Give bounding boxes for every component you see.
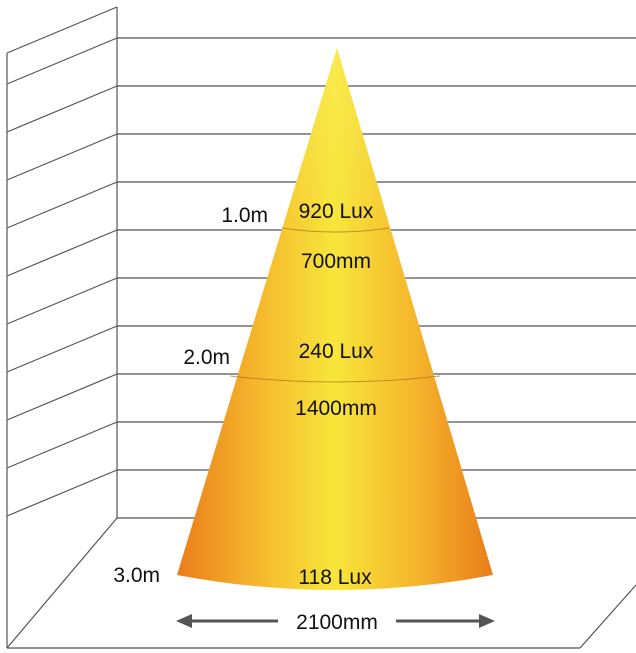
side-wall-gridline xyxy=(6,37,118,85)
side-wall-gridline xyxy=(6,181,118,229)
cone-level-1-arc xyxy=(281,227,390,233)
diameter-label-2m: 1400mm xyxy=(295,397,377,420)
ceiling-edge xyxy=(6,6,118,54)
side-wall-gridline xyxy=(6,229,118,277)
arrow-left-head xyxy=(176,614,192,628)
side-wall-gridline xyxy=(6,325,118,373)
side-wall-gridline xyxy=(6,277,118,325)
lux-label-3m: 118 Lux xyxy=(298,566,372,589)
distance-label-3m: 3.0m xyxy=(113,564,160,587)
side-wall-gridline xyxy=(6,421,118,469)
lux-label-2m: 240 Lux xyxy=(299,340,374,363)
cone-tip-highlight xyxy=(177,48,493,590)
side-wall-gridline xyxy=(6,85,118,133)
cone-labels: 1.0m 920 Lux 700mm 2.0m 240 Lux 1400mm 3… xyxy=(113,200,378,634)
side-wall-gridline xyxy=(6,469,118,517)
distance-label-2m: 2.0m xyxy=(183,346,230,369)
floor-right-edge xyxy=(579,584,636,649)
side-wall-gridline xyxy=(6,373,118,421)
side-wall-gridline xyxy=(6,133,118,181)
diameter-label-1m: 700mm xyxy=(301,250,371,273)
lux-label-1m: 920 Lux xyxy=(299,200,374,223)
distance-label-1m: 1.0m xyxy=(221,204,268,227)
floor-corner-edge xyxy=(6,517,118,649)
arrow-right-head xyxy=(479,614,495,628)
light-cone xyxy=(177,48,493,590)
diameter-label-3m: 2100mm xyxy=(296,611,378,634)
width-arrow xyxy=(176,614,495,628)
cone-level-2-arc xyxy=(229,375,441,383)
